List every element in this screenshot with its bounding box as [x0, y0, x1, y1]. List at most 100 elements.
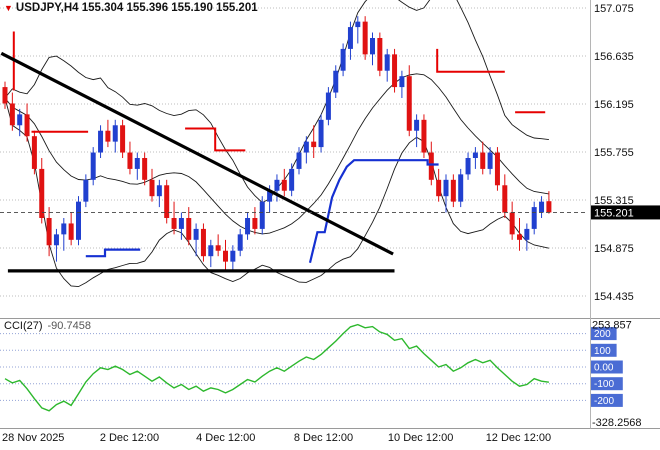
price-axis-label: 155.315	[594, 195, 634, 207]
candle-body	[421, 119, 427, 153]
time-axis-label: 8 Dec 12:00	[294, 432, 353, 444]
candle-body	[281, 179, 287, 191]
candle-body	[252, 218, 258, 229]
candle-body	[340, 48, 346, 71]
candle-body	[9, 103, 15, 126]
candle-body	[472, 152, 478, 158]
candle-body	[186, 218, 192, 240]
price-axis-label: 155.755	[594, 147, 634, 159]
candle-body	[370, 38, 375, 55]
candle-body	[267, 190, 273, 202]
candle-body	[274, 179, 280, 191]
candle-body	[237, 234, 243, 251]
candle-body	[546, 201, 552, 213]
price-axis-label: 156.195	[594, 99, 634, 111]
candle-body	[46, 218, 52, 246]
candle-body	[31, 136, 37, 169]
candle-body	[399, 76, 405, 88]
candle-body	[90, 152, 96, 180]
candle-body	[68, 223, 74, 240]
candle-body	[494, 152, 500, 186]
time-axis-label: 28 Nov 2025	[2, 432, 64, 444]
candle-body	[24, 114, 30, 137]
candle-body	[2, 87, 8, 104]
price-axis-label: 157.075	[594, 3, 634, 15]
cci-line	[4, 323, 549, 412]
cci-min-label: -328.2568	[592, 417, 642, 429]
candle-body	[539, 201, 545, 213]
cci-level-badge	[590, 327, 617, 341]
candle-body	[480, 152, 486, 169]
support-step-line	[308, 159, 439, 263]
candle-body	[392, 54, 398, 88]
candle-body	[215, 245, 221, 251]
candle-body	[428, 152, 434, 180]
cci-level-badge	[590, 343, 617, 357]
cci-indicator-header: CCI(27) -90.7458	[4, 320, 91, 332]
candle-body	[333, 70, 339, 93]
candle-body	[296, 152, 302, 169]
candle-body	[171, 218, 177, 229]
trendline	[0, 51, 394, 256]
cci-level-badge	[590, 393, 623, 407]
candle-body	[517, 234, 522, 240]
candle-body	[127, 152, 133, 169]
time-axis-label: 2 Dec 12:00	[100, 432, 159, 444]
candle-body	[509, 212, 515, 235]
current-price-badge-label: 155.201	[594, 207, 634, 219]
cci-level-badge	[590, 360, 623, 374]
candle-body	[39, 168, 45, 218]
candle-body	[178, 218, 184, 229]
cci-indicator-label: CCI(27)	[4, 320, 43, 332]
candle-body	[311, 141, 317, 148]
candle-body	[156, 185, 162, 197]
candle-body	[303, 141, 309, 153]
candle-body	[193, 228, 199, 240]
candle-body	[458, 174, 464, 202]
candle-body	[112, 125, 118, 142]
candle-body	[362, 21, 368, 55]
cci-level-badge-label: 0.00	[594, 363, 614, 374]
candle-body	[134, 158, 140, 169]
candle-body	[406, 76, 412, 131]
resistance-line	[185, 127, 246, 152]
time-axis-label: 4 Dec 12:00	[196, 432, 255, 444]
cci-level-badge	[590, 377, 623, 391]
price-axis-label: 154.435	[594, 291, 634, 303]
candle-body	[230, 250, 236, 262]
candle-body	[384, 54, 390, 71]
candle-body	[289, 168, 295, 191]
candle-body	[436, 179, 442, 197]
candle-body	[414, 119, 420, 131]
chart-header: ▼ USDJPY,H4 155.304 155.396 155.190 155.…	[4, 2, 258, 14]
candle-body	[325, 92, 331, 120]
candle-body	[105, 130, 111, 142]
candle-body	[245, 218, 251, 235]
candle-body	[259, 201, 265, 229]
cci-max-label: 253.857	[592, 320, 632, 332]
price-axis-label: 154.875	[594, 243, 634, 255]
cci-level-badge-label: -200	[594, 396, 614, 407]
candle-body	[142, 158, 148, 180]
price-axis-label: 156.635	[594, 51, 634, 63]
candle-body	[443, 179, 449, 197]
resistance-line	[436, 48, 505, 73]
cci-indicator-value: -90.7458	[47, 320, 91, 332]
cci-level-badge-label: -100	[594, 379, 614, 390]
candle-body	[76, 201, 81, 240]
sell-marker-icon: ▼	[4, 2, 13, 13]
current-price-badge	[590, 205, 660, 220]
candle-body	[223, 250, 228, 262]
candle-body	[487, 152, 493, 169]
candle-body	[61, 223, 67, 235]
candle-body	[465, 158, 471, 175]
candle-body	[318, 119, 324, 148]
candle-body	[502, 185, 508, 213]
support-step-line	[85, 248, 141, 258]
candle-body	[208, 245, 214, 257]
candle-body	[53, 234, 59, 246]
time-axis-label: 10 Dec 12:00	[388, 432, 453, 444]
candle-body	[524, 228, 530, 240]
